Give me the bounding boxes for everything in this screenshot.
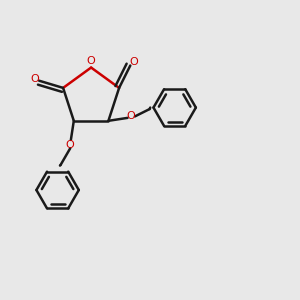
Text: O: O bbox=[65, 140, 74, 150]
Text: O: O bbox=[126, 111, 135, 122]
Text: O: O bbox=[30, 74, 39, 84]
Text: O: O bbox=[130, 57, 138, 67]
Text: O: O bbox=[87, 56, 95, 66]
